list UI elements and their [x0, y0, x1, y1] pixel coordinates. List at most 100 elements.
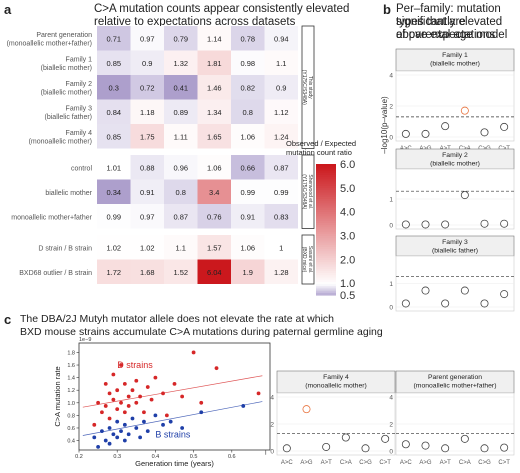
scatter-point [180, 394, 185, 399]
heatmap-cell-value: 1.06 [240, 243, 255, 252]
scatter-point [191, 350, 196, 355]
facet-point [441, 122, 450, 131]
scatter-fit-line [82, 401, 263, 436]
facet-point [401, 440, 410, 449]
facet-point [401, 220, 410, 229]
scatter-b-label: B strains [155, 429, 191, 439]
legend-gradient-step [316, 255, 336, 259]
heatmap-cell-value: 1.32 [173, 59, 188, 68]
heatmap-cell [264, 179, 298, 204]
legend-gradient-step [316, 284, 336, 287]
scatter-fit-line [82, 375, 263, 408]
heatmap-group-bracket [301, 25, 315, 149]
facet-xtick-label: A>T [321, 460, 333, 466]
heatmap-row-label: (biallelic mother) [41, 90, 92, 97]
heatmap-cell-value: 1.12 [274, 108, 289, 117]
heatmap-row-label: (biallelic father) [45, 114, 92, 121]
scatter-ytick-label: 1.4 [67, 376, 75, 382]
panel-a-letter: a [4, 2, 12, 17]
scatter-point [96, 400, 100, 405]
heatmap-cell-value: 0.97 [140, 212, 155, 221]
heatmap-cell-value: 0.91 [140, 188, 155, 197]
scatter-point [107, 391, 112, 396]
legend-gradient-step [316, 251, 336, 255]
heatmap-group-bracket [301, 154, 315, 229]
heatmap-group-label: (Y175C/S348A) [301, 174, 307, 209]
scatter-point [138, 394, 143, 399]
legend-gradient-step [316, 174, 336, 178]
panel-c-title-line1: The DBA/2J Mutyh mutator allele does not… [20, 313, 335, 325]
facet-ytick-label: 4 [270, 395, 274, 402]
scatter-point [103, 382, 108, 386]
facet-point [401, 299, 410, 308]
scatter-point [126, 394, 131, 399]
heatmap-cell-value: 0.41 [173, 83, 188, 92]
heatmap-cell-value: 1.11 [174, 132, 188, 141]
scatter-ytick-label: 0.6 [67, 426, 75, 432]
heatmap-row-label: (monoallelic mother+father) [7, 41, 92, 48]
facet-title: Family 2 [442, 152, 468, 159]
heatmap-cell [231, 75, 265, 100]
facet-ytick-label: 0 [389, 223, 393, 230]
heatmap-cell-value: 1 [279, 243, 283, 252]
scatter-point [111, 397, 116, 402]
heatmap-cell-value: 1.57 [207, 243, 222, 252]
facet-point [421, 441, 430, 450]
scatter-ytick-label: 1.2 [67, 388, 75, 394]
legend-gradient-step [316, 216, 336, 220]
heatmap-cell-value: 0.99 [274, 188, 289, 197]
facet-point [460, 434, 469, 443]
heatmap-cell-value: 0.99 [240, 188, 255, 197]
heatmap-cell-value: 1.14 [207, 34, 222, 43]
scatter-ytick-label: 1.8 [67, 350, 75, 356]
legend-tick-label: 5.0 [340, 183, 355, 195]
legend-tick-label: 6.0 [340, 159, 355, 171]
facet-point [441, 299, 450, 308]
heatmap-cell [231, 124, 265, 149]
heatmap-row-label: biallelic mother [45, 190, 92, 197]
facet-ytick-label: 2 [389, 422, 393, 429]
heatmap-cell [264, 50, 298, 75]
scatter-ylabel: C>A mutation rate [53, 366, 62, 426]
heatmap-cell-value: 1.01 [106, 163, 121, 172]
heatmap-cell [264, 26, 298, 51]
heatmap-cell [264, 124, 298, 149]
facet-point [421, 129, 430, 138]
legend-gradient-step [316, 249, 336, 252]
heatmap-cell [164, 204, 198, 229]
scatter-point [199, 400, 204, 405]
facet-title: (monoallelic mother) [305, 383, 367, 390]
heatmap-row-label: (monoallelic mother) [29, 139, 92, 146]
heatmap-cell-value: 1.06 [207, 163, 222, 172]
panel-b-yaxis-label: –log10(p–value) [380, 96, 389, 154]
legend-title-line1: Observed / Expected [286, 139, 356, 148]
heatmap-cell-value: 0.66 [240, 163, 255, 172]
legend-gradient-step [316, 268, 336, 272]
scatter-point [142, 419, 146, 424]
heatmap-cell-value: 0.89 [173, 108, 188, 117]
legend-tick-label: 4.0 [340, 207, 355, 219]
legend-gradient-step [316, 236, 336, 239]
scatter-xtick-label: 0.6 [228, 454, 236, 460]
legend-gradient-step [316, 188, 336, 191]
facet-ytick-label: 0 [389, 305, 393, 312]
heatmap-cell-value: 0.88 [140, 163, 155, 172]
heatmap-cell [231, 99, 265, 124]
legend-gradient-step [316, 170, 336, 174]
legend-gradient-step [316, 262, 336, 266]
heatmap-cell-value: 1.46 [207, 83, 222, 92]
scatter-point [119, 363, 123, 367]
heatmap-row-label: monoallelic mother+father [11, 214, 92, 221]
legend-gradient-step [316, 207, 336, 211]
heatmap-cell [197, 235, 231, 260]
legend-gradient-step [316, 260, 336, 263]
panel-a-title-line1: C>A mutation counts appear consistently … [94, 3, 350, 15]
scatter-point [142, 410, 146, 415]
facet-xtick-label: C>T [379, 460, 391, 466]
scatter-frame [78, 342, 271, 451]
scatter-ytick-label: 1.0 [67, 401, 75, 407]
facet-point [401, 129, 410, 138]
scatter-point [100, 410, 104, 415]
heatmap-cell-value: 0.96 [173, 163, 188, 172]
scatter-point [92, 422, 97, 427]
